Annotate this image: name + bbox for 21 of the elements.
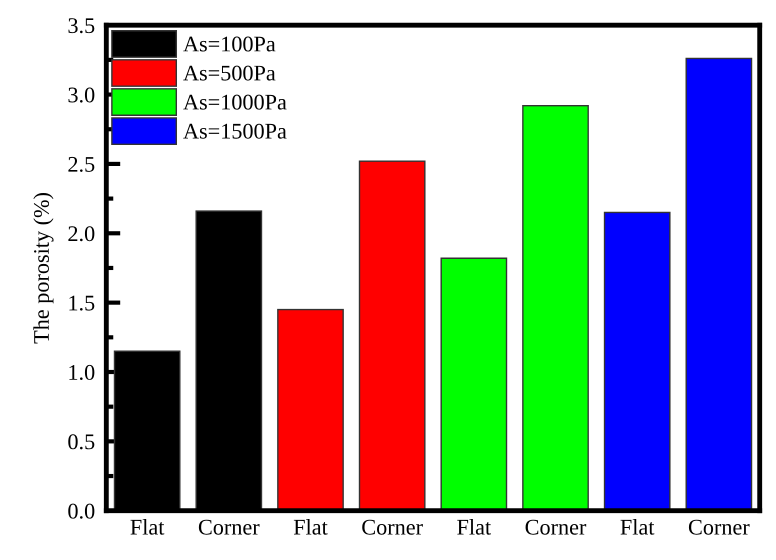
- x-tick-label: Corner: [688, 520, 750, 535]
- x-tick-label: Corner: [526, 520, 586, 535]
- legend-label: As=100Pa: [183, 36, 276, 52]
- y-tick-label: 3.0: [68, 87, 94, 103]
- y-tick-label: 2.0: [68, 226, 94, 242]
- legend-label: As=1000Pa: [183, 94, 287, 110]
- y-tick-label: 2.5: [68, 156, 94, 172]
- y-tick-label: 0.0: [68, 504, 94, 519]
- x-tick-label: Corner: [198, 520, 260, 535]
- x-tick-label: Flat: [457, 519, 491, 535]
- legend-label: As=1500Pa: [183, 124, 287, 139]
- x-tick-label: Corner: [362, 520, 423, 535]
- x-tick-label: Flat: [294, 519, 328, 535]
- x-tick-label: Flat: [620, 519, 654, 535]
- y-tick-label: 3.5: [68, 18, 94, 34]
- y-tick-label: 0.5: [68, 434, 94, 450]
- legend-label: As=500Pa: [183, 66, 276, 81]
- y-axis-title: The porosity (%): [33, 193, 54, 344]
- y-tick-label: 1.0: [69, 364, 94, 380]
- y-tick-label: 1.5: [69, 296, 94, 311]
- x-tick-label: Flat: [130, 519, 164, 535]
